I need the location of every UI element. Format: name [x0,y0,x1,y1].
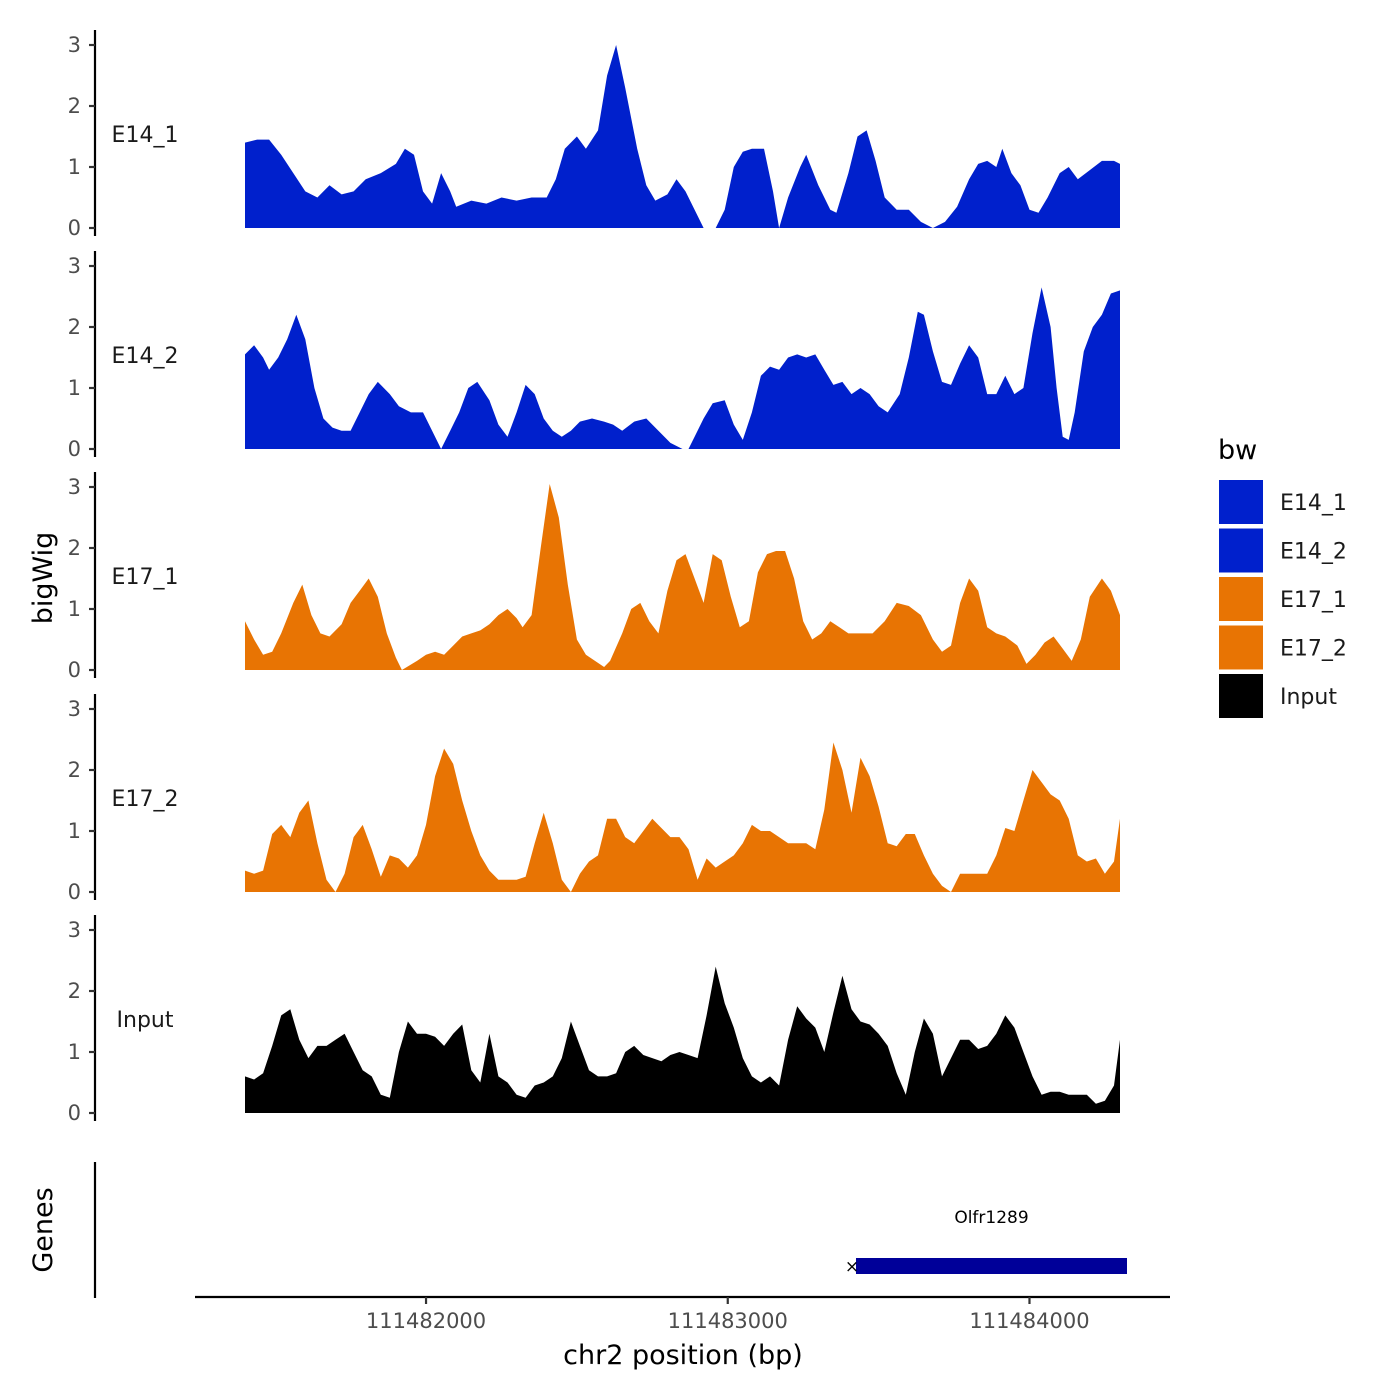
legend-label-E17_1: E17_1 [1280,588,1347,613]
track-label: E14_1 [112,123,179,148]
track-E17_1: 0 1 2 3 E17_1 [68,472,1120,682]
legend-label-E17_2: E17_2 [1280,637,1347,662]
y-tick-label: 3 [68,918,81,942]
y-tick-label: 0 [68,658,81,682]
x-tick-label: 111484000 [969,1309,1089,1333]
legend: bw E14_1 E14_2 E17_1 E17_2 Input [1218,435,1347,718]
track-label: E17_1 [112,565,179,590]
y-tick-label: 3 [68,475,81,499]
x-axis-title: chr2 position (bp) [563,1340,803,1371]
legend-swatch-Input [1219,674,1263,718]
track-label: E14_2 [112,344,179,369]
y-tick-label: 1 [68,1040,81,1064]
genes-panel: × Olfr1289 [93,1162,1127,1298]
x-tick-label: 111482000 [366,1309,486,1333]
genes-axis-title: Genes [28,1187,59,1272]
y-tick-label: 0 [68,216,81,240]
legend-label-Input: Input [1280,685,1337,710]
track-label: Input [117,1008,174,1033]
track-E14_1: 0 1 2 3 E14_1 [68,30,1120,240]
y-tick-label: 3 [68,33,81,57]
legend-label-E14_2: E14_2 [1280,540,1347,565]
tracks-panel: 0 1 2 3 E14_1 0 1 2 3 E14_2 0 1 2 3 E17_1 0 1 2 3 E17_2 0 1 2 3… [68,30,1120,1125]
legend-swatch-E14_2 [1219,528,1263,573]
y-tick-label: 3 [68,697,81,721]
gene-strand-icon: × [845,1257,859,1277]
y-tick-label: 3 [68,254,81,278]
track-Input: 0 1 2 3 Input [68,915,1120,1125]
y-tick-label: 0 [68,1101,81,1125]
y-tick-label: 2 [68,979,81,1003]
coverage-area-E14_1 [245,45,1120,228]
legend-swatch-E17_2 [1219,625,1263,670]
y-tick-label: 1 [68,819,81,843]
y-tick-label: 0 [68,880,81,904]
y-axis-title: bigWig [28,532,59,625]
coverage-area-E17_1 [245,484,1120,670]
y-tick-label: 2 [68,536,81,560]
legend-label-E14_1: E14_1 [1280,491,1347,516]
coverage-area-E14_2 [245,287,1120,449]
track-E14_2: 0 1 2 3 E14_2 [68,251,1120,461]
legend-swatch-E17_1 [1219,577,1263,621]
x-tick-label: 111483000 [668,1309,788,1333]
x-axis: 111482000 111483000 111484000 [195,1295,1170,1333]
y-tick-label: 2 [68,758,81,782]
legend-title: bw [1218,435,1257,466]
coverage-area-E17_2 [245,742,1120,892]
track-label: E17_2 [112,787,179,812]
coverage-area-Input [245,957,1120,1113]
y-tick-label: 1 [68,376,81,400]
y-tick-label: 1 [68,597,81,621]
y-tick-label: 2 [68,94,81,118]
y-tick-label: 2 [68,315,81,339]
gene-label: Olfr1289 [954,1208,1028,1228]
y-tick-label: 0 [68,437,81,461]
track-E17_2: 0 1 2 3 E17_2 [68,694,1120,904]
gene-body [855,1258,1127,1274]
y-tick-label: 1 [68,155,81,179]
legend-swatch-E14_1 [1219,480,1263,524]
